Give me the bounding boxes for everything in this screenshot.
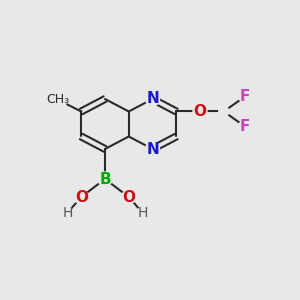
Text: CH₃: CH₃ (46, 93, 69, 106)
Circle shape (239, 120, 251, 133)
Text: N: N (146, 92, 159, 106)
Text: O: O (122, 190, 135, 205)
Circle shape (239, 90, 251, 103)
Text: H: H (137, 206, 148, 220)
Circle shape (48, 90, 67, 109)
Text: F: F (240, 119, 250, 134)
Circle shape (146, 92, 160, 106)
Circle shape (122, 190, 136, 204)
Circle shape (98, 172, 112, 186)
Text: O: O (75, 190, 88, 205)
Circle shape (74, 190, 88, 204)
Circle shape (146, 142, 160, 156)
Text: O: O (194, 104, 206, 119)
Circle shape (137, 207, 148, 218)
Text: B: B (99, 172, 111, 187)
Text: F: F (240, 89, 250, 104)
Text: N: N (146, 142, 159, 157)
Circle shape (62, 207, 73, 218)
Circle shape (193, 104, 207, 118)
Text: H: H (62, 206, 73, 220)
Circle shape (219, 106, 229, 116)
